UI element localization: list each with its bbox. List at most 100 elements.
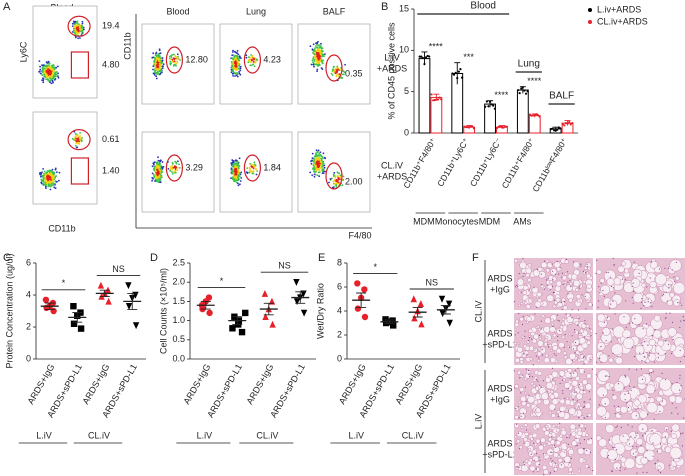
- event-dot: [174, 170, 176, 172]
- nucleus: [562, 393, 563, 394]
- alveolus: [544, 444, 547, 447]
- event-dot: [173, 58, 175, 60]
- event-dot: [77, 37, 79, 39]
- event-dot: [320, 43, 322, 45]
- nucleus: [622, 279, 623, 280]
- nucleus: [679, 327, 680, 328]
- nucleus: [659, 268, 660, 269]
- alveolus: [568, 467, 572, 471]
- alveolus: [588, 303, 592, 307]
- alveolus: [564, 281, 566, 283]
- nucleus: [584, 401, 585, 402]
- data-point: [78, 325, 84, 331]
- event-dot: [322, 68, 324, 70]
- nucleus: [671, 431, 672, 432]
- nucleus: [554, 409, 555, 410]
- alveolus: [600, 278, 605, 283]
- y-axis-label: Protein Concentration (ug/ul): [4, 253, 14, 368]
- alveolus: [545, 354, 548, 357]
- flow-plot: [298, 132, 370, 212]
- nucleus: [572, 360, 573, 361]
- event-dot: [317, 151, 319, 153]
- alveolus: [571, 432, 576, 437]
- alveolus: [649, 339, 656, 346]
- event-dot: [324, 171, 326, 173]
- alveolus: [514, 259, 518, 263]
- event-dot: [237, 56, 239, 58]
- nucleus: [568, 388, 569, 389]
- event-dot: [58, 77, 60, 79]
- data-point: [355, 305, 361, 311]
- event-dot: [253, 58, 255, 60]
- event-dot: [171, 166, 173, 168]
- event-dot: [156, 78, 158, 80]
- event-dot: [73, 21, 75, 23]
- nucleus: [562, 309, 563, 310]
- event-dot: [177, 167, 179, 169]
- alveolus: [620, 406, 627, 413]
- nucleus: [647, 384, 648, 385]
- nucleus: [577, 325, 578, 326]
- nucleus: [649, 373, 650, 374]
- event-dot: [318, 49, 320, 51]
- y-tick-label: 8: [337, 257, 342, 267]
- event-dot: [174, 61, 176, 63]
- alveolus: [582, 380, 587, 385]
- nucleus: [586, 450, 587, 451]
- alveolus: [534, 443, 537, 446]
- nucleus: [673, 276, 674, 277]
- event-dot: [317, 161, 319, 163]
- group-label: L.iV: [348, 430, 364, 440]
- replicate-dot: [527, 90, 529, 92]
- alveolus: [538, 328, 541, 331]
- nucleus: [609, 439, 610, 440]
- alveolus: [631, 412, 639, 420]
- nucleus: [536, 307, 537, 308]
- nucleus: [584, 337, 585, 338]
- nucleus: [554, 471, 555, 472]
- nucleus: [677, 302, 678, 303]
- alveolus: [639, 410, 647, 418]
- event-dot: [247, 172, 249, 174]
- event-dot: [158, 160, 160, 162]
- nucleus: [634, 318, 635, 319]
- alveolus: [642, 283, 646, 287]
- nucleus: [587, 264, 588, 265]
- event-dot: [336, 182, 338, 184]
- replicate-dot: [494, 108, 496, 110]
- alveolus: [575, 288, 578, 291]
- alveolus: [579, 467, 581, 469]
- event-dot: [48, 183, 50, 185]
- event-dot: [163, 63, 165, 65]
- nucleus: [664, 268, 665, 269]
- nucleus: [681, 385, 682, 386]
- alveolus: [534, 401, 538, 405]
- alveolus: [571, 472, 574, 475]
- nucleus: [668, 287, 669, 288]
- nucleus: [520, 392, 521, 393]
- nucleus: [583, 407, 584, 408]
- nucleus: [578, 309, 579, 310]
- alveolus: [559, 463, 565, 469]
- alveolus: [524, 424, 527, 427]
- event-dot: [152, 165, 154, 167]
- event-dot: [313, 66, 315, 68]
- event-dot: [177, 58, 179, 60]
- row-label: +ARDS: [377, 171, 407, 181]
- y-axis-label: Cell Counts (×10⁵/ml): [158, 268, 168, 354]
- nucleus: [643, 305, 644, 306]
- alveolus: [537, 352, 541, 356]
- nucleus: [541, 284, 542, 285]
- event-dot: [250, 54, 252, 56]
- alveolus: [549, 344, 552, 347]
- nucleus: [528, 374, 529, 375]
- alveolus: [517, 279, 524, 286]
- nucleus: [564, 461, 565, 462]
- event-dot: [231, 170, 233, 172]
- alveolus: [545, 318, 551, 324]
- event-dot: [78, 142, 80, 144]
- alveolus: [583, 460, 586, 463]
- alveolus: [532, 450, 536, 454]
- alveolus: [535, 462, 540, 467]
- event-dot: [339, 176, 341, 178]
